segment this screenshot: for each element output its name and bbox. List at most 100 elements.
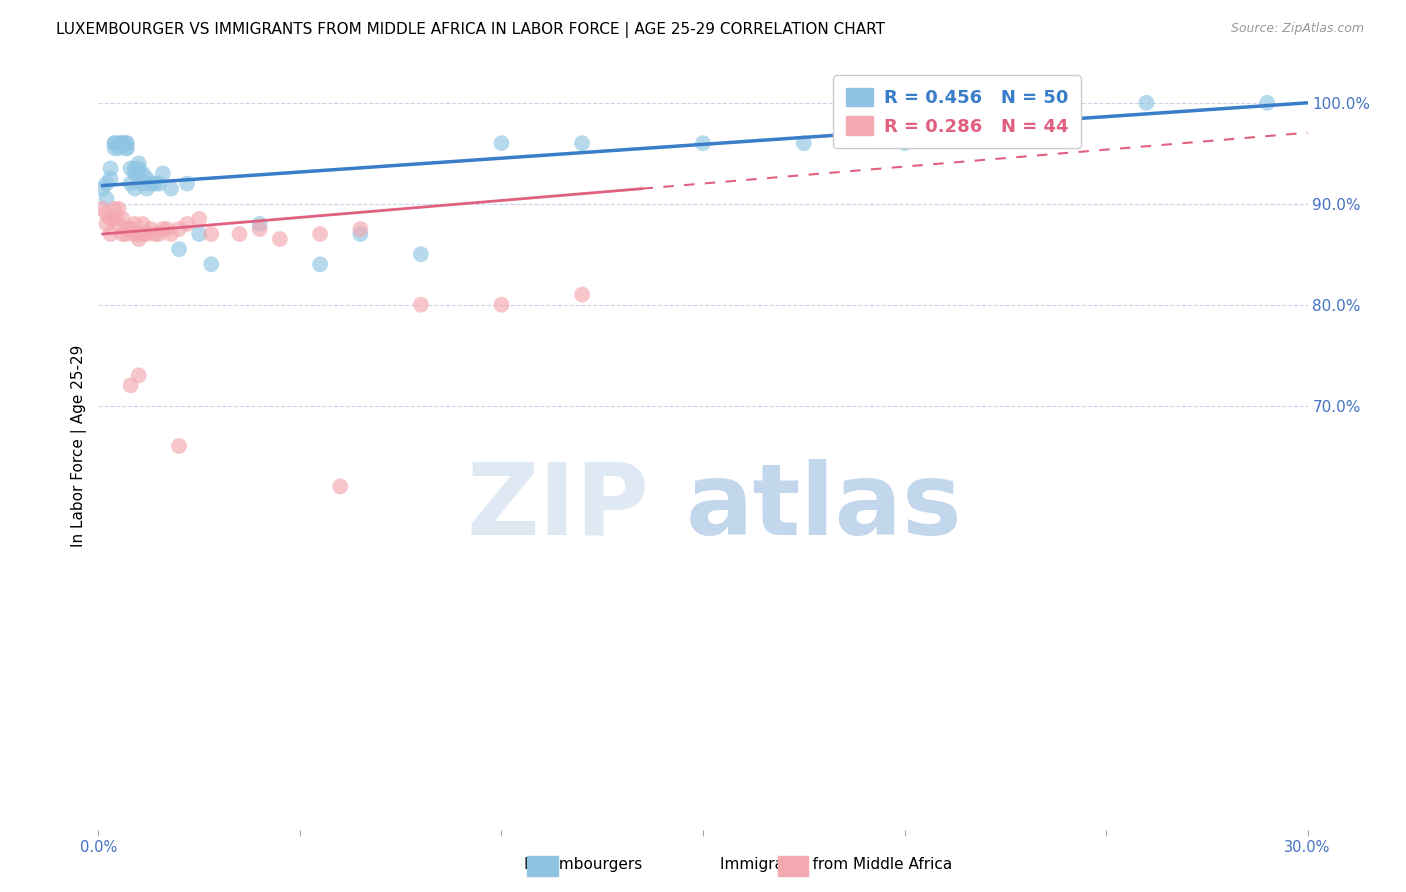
- Point: [1135, 95, 1157, 110]
- Point: [409, 298, 432, 312]
- Point: [132, 166, 155, 180]
- Point: [96, 192, 118, 206]
- Point: [139, 177, 162, 191]
- Point: [96, 207, 118, 221]
- Point: [409, 247, 432, 261]
- Point: [128, 166, 150, 180]
- Point: [139, 222, 162, 236]
- Point: [188, 227, 211, 241]
- Point: [329, 479, 352, 493]
- Point: [91, 202, 114, 216]
- Point: [107, 217, 129, 231]
- Point: [115, 227, 138, 241]
- Point: [91, 181, 114, 195]
- Point: [167, 222, 190, 236]
- Point: [200, 227, 222, 241]
- Point: [124, 227, 146, 241]
- Point: [349, 222, 371, 236]
- Point: [156, 222, 179, 236]
- Text: atlas: atlas: [686, 458, 962, 556]
- Point: [176, 217, 198, 231]
- Point: [111, 227, 134, 241]
- Point: [135, 181, 157, 195]
- Point: [692, 136, 714, 151]
- Point: [96, 217, 118, 231]
- Point: [111, 136, 134, 151]
- Point: [103, 211, 125, 226]
- Point: [103, 136, 125, 151]
- Legend: R = 0.456   N = 50, R = 0.286   N = 44: R = 0.456 N = 50, R = 0.286 N = 44: [834, 75, 1081, 148]
- Y-axis label: In Labor Force | Age 25-29: In Labor Force | Age 25-29: [72, 345, 87, 547]
- Point: [249, 217, 271, 231]
- Point: [124, 161, 146, 176]
- Point: [152, 222, 174, 236]
- Point: [100, 171, 122, 186]
- Point: [103, 136, 125, 151]
- Point: [107, 136, 129, 151]
- Point: [120, 378, 142, 392]
- Point: [249, 222, 271, 236]
- Point: [100, 161, 122, 176]
- Point: [160, 181, 183, 195]
- Point: [188, 211, 211, 226]
- Point: [135, 171, 157, 186]
- Point: [269, 232, 291, 246]
- Text: ZIP: ZIP: [467, 458, 650, 556]
- Point: [124, 166, 146, 180]
- Point: [1256, 95, 1278, 110]
- Point: [111, 136, 134, 151]
- Point: [349, 227, 371, 241]
- Point: [120, 222, 142, 236]
- Point: [111, 211, 134, 226]
- Point: [115, 136, 138, 151]
- Point: [111, 136, 134, 151]
- Point: [128, 232, 150, 246]
- Point: [100, 211, 122, 226]
- Point: [115, 136, 138, 151]
- Point: [107, 141, 129, 155]
- Point: [128, 161, 150, 176]
- Point: [200, 257, 222, 271]
- Point: [793, 136, 815, 151]
- Point: [148, 227, 170, 241]
- Point: [148, 177, 170, 191]
- Point: [152, 166, 174, 180]
- Point: [167, 439, 190, 453]
- Point: [128, 227, 150, 241]
- Point: [135, 227, 157, 241]
- Point: [100, 227, 122, 241]
- Point: [107, 202, 129, 216]
- Point: [115, 141, 138, 155]
- Point: [571, 136, 593, 151]
- Point: [143, 177, 166, 191]
- Text: Source: ZipAtlas.com: Source: ZipAtlas.com: [1230, 22, 1364, 36]
- Point: [309, 257, 332, 271]
- Point: [115, 141, 138, 155]
- Point: [1014, 106, 1036, 120]
- Point: [103, 141, 125, 155]
- Point: [103, 202, 125, 216]
- Text: Immigrants from Middle Africa: Immigrants from Middle Africa: [720, 857, 953, 872]
- Point: [893, 136, 915, 151]
- Point: [176, 177, 198, 191]
- Point: [120, 161, 142, 176]
- Point: [143, 227, 166, 241]
- Point: [96, 177, 118, 191]
- Point: [491, 136, 513, 151]
- Point: [115, 222, 138, 236]
- Point: [132, 217, 155, 231]
- Point: [128, 368, 150, 383]
- Point: [124, 217, 146, 231]
- Point: [120, 222, 142, 236]
- Point: [491, 298, 513, 312]
- Point: [128, 156, 150, 170]
- Point: [120, 177, 142, 191]
- Point: [571, 287, 593, 301]
- Point: [160, 227, 183, 241]
- Point: [132, 177, 155, 191]
- Point: [124, 181, 146, 195]
- Text: LUXEMBOURGER VS IMMIGRANTS FROM MIDDLE AFRICA IN LABOR FORCE | AGE 25-29 CORRELA: LUXEMBOURGER VS IMMIGRANTS FROM MIDDLE A…: [56, 22, 886, 38]
- Point: [167, 242, 190, 256]
- Point: [132, 227, 155, 241]
- Text: Luxembourgers: Luxembourgers: [524, 857, 643, 872]
